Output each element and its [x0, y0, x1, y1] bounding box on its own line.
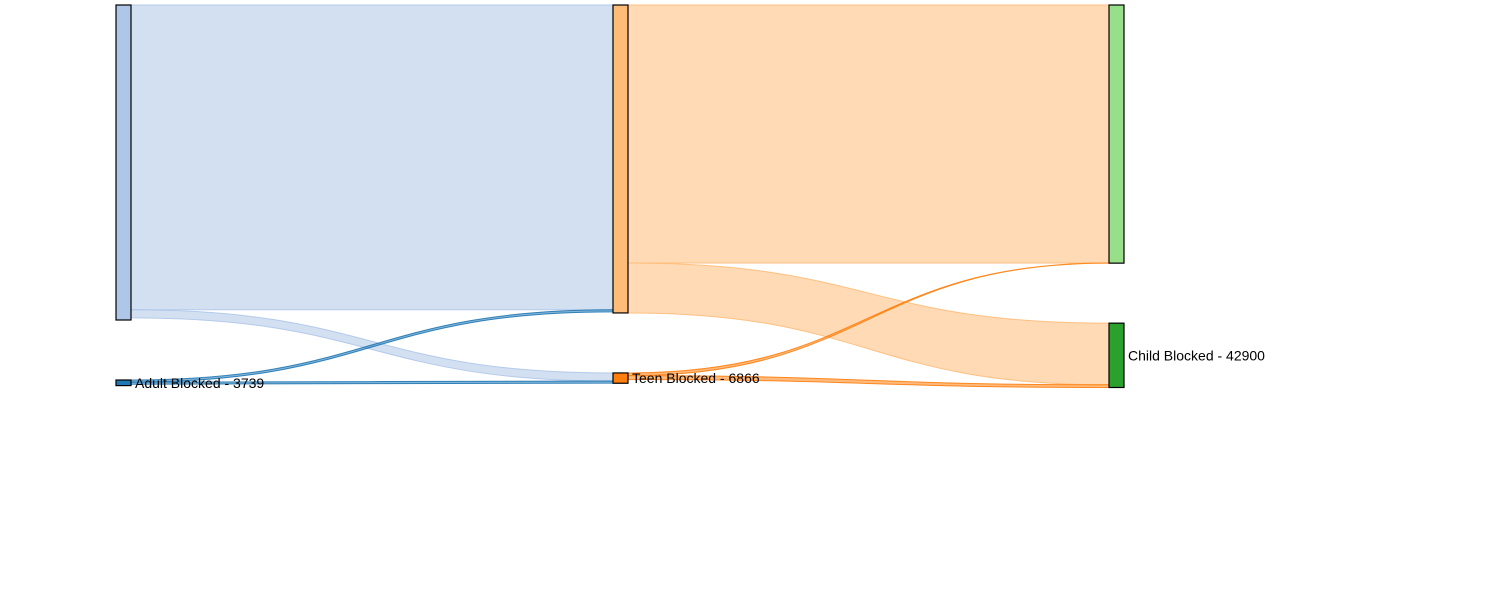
labels-layer: Adult Blocked - 3739 Teen Blocked - 6866 C… — [135, 347, 1265, 390]
sankey-label-teen-blocked: Teen Blocked - 6866 — [632, 370, 760, 386]
sankey-link-teen-allowed-to-child-allowed — [627, 4, 1110, 264]
sankey-label-child-blocked: Child Blocked - 42900 — [1128, 347, 1265, 363]
sankey-node-child-blocked — [1108, 322, 1125, 389]
sankey-link-teen-allowed-to-child-blocked — [627, 262, 1110, 386]
sankey-node-adult-allowed — [115, 4, 132, 321]
links-layer — [130, 4, 1110, 389]
nodes-layer — [115, 4, 1125, 389]
sankey-node-adult-blocked — [115, 379, 132, 387]
sankey-link-adult-allowed-to-teen-allowed — [130, 4, 614, 311]
sankey-node-teen-allowed — [612, 4, 629, 314]
sankey-node-teen-blocked — [612, 372, 629, 384]
sankey-label-adult-blocked: Adult Blocked - 3739 — [135, 375, 264, 391]
sankey-node-child-allowed — [1108, 4, 1125, 264]
